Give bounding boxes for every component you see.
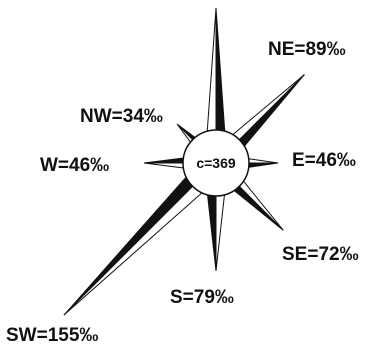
label-w: W=46‰ [40, 155, 109, 176]
label-ne: NE=89‰ [268, 39, 346, 60]
center-circle [182, 129, 250, 197]
label-s: S=79‰ [170, 287, 234, 308]
center-label: c=369 [196, 155, 236, 171]
label-sw: SW=155‰ [6, 325, 98, 346]
label-se: SE=72‰ [282, 244, 359, 265]
label-nw: NW=34‰ [80, 106, 163, 127]
label-e: E=46‰ [292, 150, 356, 171]
